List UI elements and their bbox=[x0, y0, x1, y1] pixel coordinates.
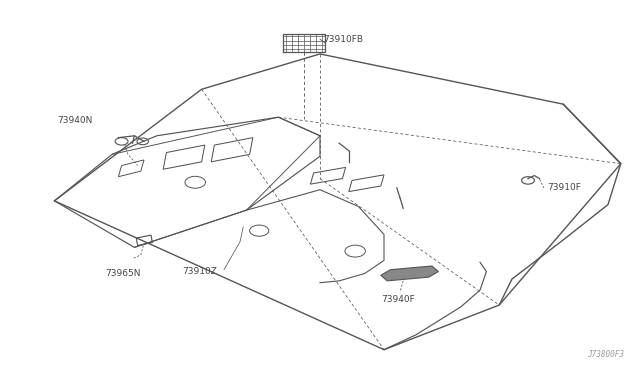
Text: 73940N: 73940N bbox=[58, 116, 93, 125]
Text: 73910F: 73910F bbox=[547, 183, 581, 192]
Text: 73910Z: 73910Z bbox=[182, 267, 217, 276]
Text: J73800F3: J73800F3 bbox=[587, 350, 624, 359]
Text: 73965N: 73965N bbox=[106, 269, 141, 278]
Text: 73910FB: 73910FB bbox=[323, 35, 364, 44]
Text: 73940F: 73940F bbox=[381, 295, 415, 304]
Polygon shape bbox=[381, 266, 438, 281]
